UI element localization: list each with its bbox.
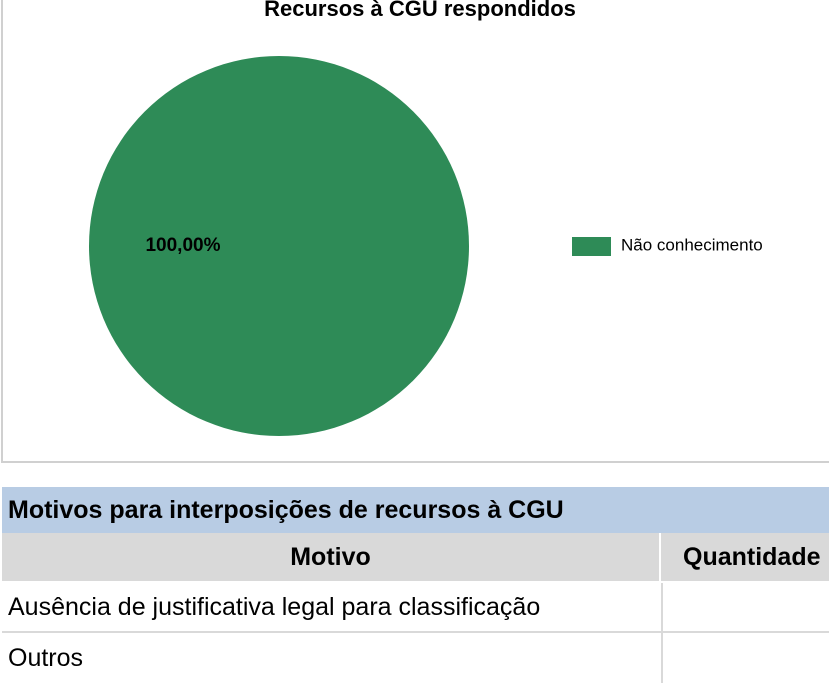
table-title-row: Motivos para interposições de recursos à… [2, 487, 829, 533]
header-cell: Motivo [2, 533, 661, 581]
legend-label: Não conhecimento [621, 235, 763, 254]
header-cell: Quantidade [683, 542, 821, 571]
table-cell: Outros [2, 633, 663, 683]
table-row: Outros [2, 633, 829, 683]
chart: Recursos à CGU respondidos 100,00% Não co… [1, 0, 829, 463]
data-label: 100,00% [145, 235, 220, 256]
chart-title: Recursos à CGU respondidos [264, 0, 576, 21]
table-row: Ausência de justificativa legal para cla… [2, 583, 829, 633]
table-header-row: Motivo Quantidade [2, 533, 829, 583]
legend-swatch [572, 237, 611, 256]
pie-slice [89, 56, 469, 436]
table-title: Motivos para interposições de recursos à… [8, 495, 564, 524]
table-cell: Ausência de justificativa legal para cla… [2, 583, 663, 631]
